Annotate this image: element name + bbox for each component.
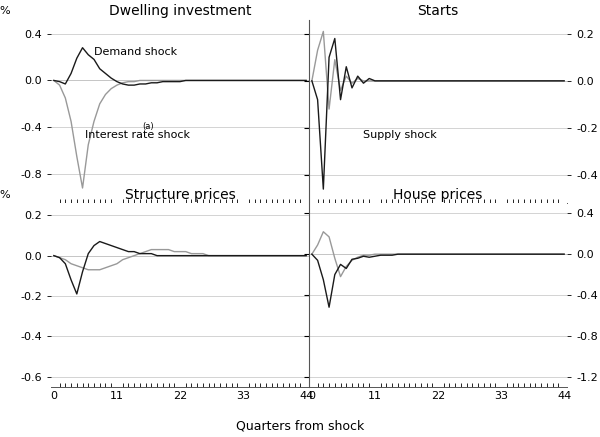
Title: Starts: Starts bbox=[418, 4, 458, 18]
Title: House prices: House prices bbox=[394, 188, 482, 202]
Text: Interest rate shock: Interest rate shock bbox=[85, 130, 190, 140]
Text: Supply shock: Supply shock bbox=[364, 130, 437, 140]
Title: Structure prices: Structure prices bbox=[125, 188, 235, 202]
Title: Dwelling investment: Dwelling investment bbox=[109, 4, 251, 18]
Text: %: % bbox=[0, 190, 10, 200]
Text: %: % bbox=[0, 6, 10, 16]
Text: Demand shock: Demand shock bbox=[94, 47, 177, 57]
Text: (a): (a) bbox=[142, 121, 154, 131]
Text: Quarters from shock: Quarters from shock bbox=[236, 420, 364, 433]
